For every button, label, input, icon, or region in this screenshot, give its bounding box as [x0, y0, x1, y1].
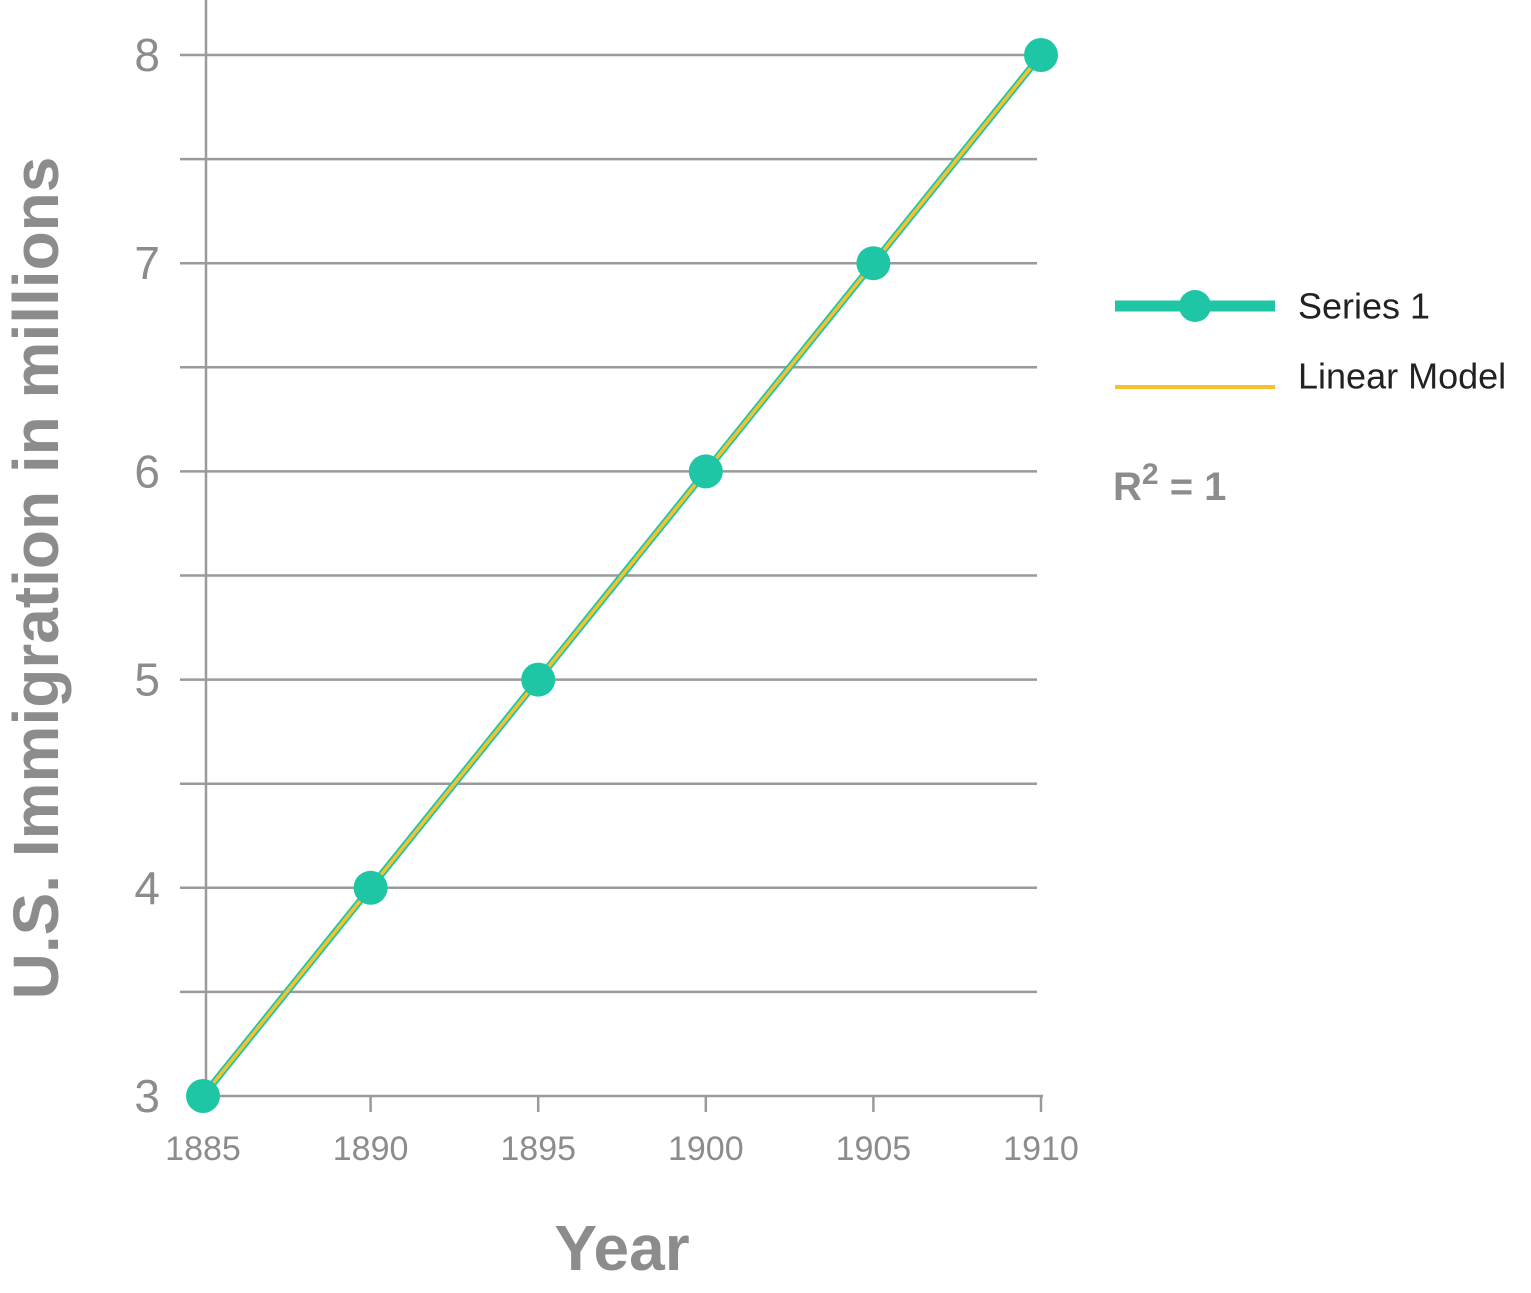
- x-tick-label: 1910: [1003, 1130, 1079, 1168]
- series-1-point: [521, 662, 556, 697]
- y-tick-label: 8: [134, 29, 160, 81]
- x-tick-label: 1895: [500, 1130, 576, 1168]
- y-tick-label: 5: [134, 654, 160, 706]
- series-layer: [186, 38, 1058, 1113]
- series-1-point: [1024, 38, 1058, 72]
- series-1-point: [688, 454, 723, 489]
- axes: [186, 0, 1043, 1100]
- y-tick-label: 3: [134, 1070, 160, 1122]
- r-squared-superscript: 2: [1142, 458, 1159, 491]
- grid-lines: [180, 53, 1037, 994]
- x-tick-label: 1885: [165, 1130, 241, 1168]
- series-1-point: [186, 1079, 220, 1113]
- series-1-point: [856, 246, 891, 281]
- x-tick-label: 1890: [333, 1130, 409, 1168]
- linear-model-line: [201, 53, 1043, 1098]
- series-1-point: [353, 870, 388, 905]
- y-tick-label: 7: [134, 237, 160, 289]
- y-axis-ticks: 3 4 5 6 7 8: [134, 29, 160, 1122]
- r-squared-suffix: = 1: [1159, 465, 1227, 509]
- y-axis-title: U.S. Immigration in millions: [0, 157, 72, 1000]
- legend-series-1-label: Series 1: [1298, 286, 1430, 327]
- y-tick-label: 6: [134, 445, 160, 497]
- x-tick-label: 1905: [836, 1130, 912, 1168]
- legend-linear-model-label: Linear Model: [1298, 356, 1506, 397]
- x-axis-ticks: 1885 1890 1895 1900 1905 1910: [165, 1096, 1079, 1168]
- legend: Series 1 Linear Model: [1115, 286, 1506, 397]
- r-squared-annotation: R2 = 1: [1113, 458, 1226, 509]
- y-tick-label: 4: [134, 862, 160, 914]
- legend-series-1-marker: [1179, 290, 1211, 322]
- x-axis-title: Year: [554, 1212, 689, 1284]
- x-tick-label: 1900: [668, 1130, 744, 1168]
- r-squared-prefix: R: [1113, 465, 1142, 509]
